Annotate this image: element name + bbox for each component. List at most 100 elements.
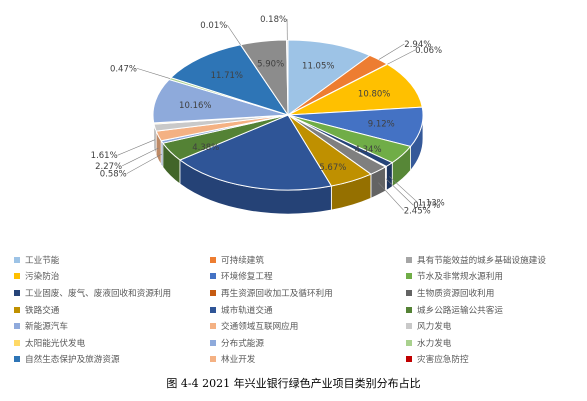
legend-swatch [406,339,412,346]
legend-item: 灾害应急防控 [406,352,580,368]
legend-item: 自然生态保护及旅游资源 [14,352,210,368]
legend-swatch [210,356,216,363]
legend-label: 工业固废、废气、废液回收和资源利用 [25,288,172,299]
pie-top [152,39,424,191]
legend-label: 节水及非常规水源利用 [417,272,503,283]
legend-label: 风力发电 [417,322,452,333]
legend-item: 再生资源回收加工及循环利用 [210,285,406,301]
legend-label: 灾害应急防控 [417,355,469,366]
legend-label: 交通领域互联网应用 [221,322,299,333]
legend-label: 太阳能光伏发电 [25,338,86,349]
data-label: 1.13% [418,198,445,208]
legend-item: 生物质资源回收利用 [406,285,580,301]
legend-swatch [210,256,216,263]
data-label: 4.34% [355,145,382,155]
pie-slice [287,63,423,116]
legend-label: 新能源汽车 [25,322,68,333]
leader-line [389,176,418,203]
data-label: 0.58% [100,170,127,180]
pie-slice-side [385,161,393,192]
legend-swatch [14,356,20,363]
legend-item: 新能源汽车 [14,318,210,334]
figure-caption: 图 4-4 2021 年兴业银行绿色产业项目类别分布占比 [166,377,421,390]
legend-item: 具有节能效益的城乡基础设施建设 [406,252,580,268]
data-label: 0.06% [415,46,442,56]
leader-line [117,139,156,156]
data-label: 0.17% [413,201,440,211]
legend-swatch [14,273,20,280]
legend-item: 风力发电 [406,318,580,334]
legend-swatch [210,306,216,313]
legend-swatch [406,273,412,280]
legend-label: 具有节能效益的城乡基础设施建设 [417,255,546,266]
legend-swatch [406,289,412,296]
data-label: 10.16% [179,101,211,111]
pie-slice [169,44,290,116]
legend-label: 自然生态保护及旅游资源 [25,355,120,366]
legend-swatch [406,356,412,363]
pie-slice [152,78,289,124]
legend-swatch [210,339,216,346]
legend-swatch [406,306,412,313]
legend-swatch [14,289,20,296]
legend-swatch [14,256,20,263]
data-label: 2.27% [95,162,122,172]
legend-item: 铁路交通 [14,302,210,318]
legend-item: 节水及非常规水源利用 [406,269,580,285]
data-label: 9.12% [368,120,395,130]
data-label: 0.18% [260,15,287,25]
legend-swatch [14,339,20,346]
legend-label: 铁路交通 [25,305,60,316]
data-label: 11.71% [211,71,243,81]
pie-slice [287,39,371,116]
data-label: 0.47% [110,64,137,74]
legend-item: 分布式能源 [210,335,406,351]
pie-slice [178,114,333,191]
legend-item: 城市轨道交通 [210,302,406,318]
legend-label: 污染防治 [25,272,60,283]
legend-label: 工业节能 [25,255,60,266]
pie-labels: 11.05%2.94%0.06%10.80%9.12%4.34%1.13%0.1… [91,15,445,216]
data-label: 2.45% [404,206,431,216]
data-label: 4.38% [192,143,219,153]
leader-line [136,68,171,79]
legend-swatch [210,323,216,330]
legend-label: 林业开发 [221,355,256,366]
legend-item: 交通领域互联网应用 [210,318,406,334]
legend-label: 再生资源回收加工及循环利用 [221,288,333,299]
legend-label: 城乡公路运输公共客运 [417,305,503,316]
legend-swatch [210,273,216,280]
legend-item: 工业节能 [14,252,210,268]
legend-label: 城市轨道交通 [221,305,273,316]
leader-line [121,147,159,167]
legend-swatch [14,306,20,313]
legend-item: 可持续建筑 [210,252,406,268]
legend-item: 林业开发 [210,352,406,368]
data-label: 5.67% [319,163,346,173]
legend-item: 工业固废、废气、废液回收和资源利用 [14,285,210,301]
legend-item: 城乡公路运输公共客运 [406,302,580,318]
pie-chart: 11.05% 2.94% 0.06% 10.80% 9.12% 4.34% 1.13% 0.1… [91,15,445,216]
data-label: 10.80% [358,89,390,99]
data-label: 0.01% [200,21,227,31]
leader-line [378,182,404,211]
leader-line [385,178,414,206]
legend-item: 太阳能光伏发电 [14,335,210,351]
legend-swatch [14,323,20,330]
leader-line [378,43,405,60]
legend-swatch [406,323,412,330]
pie-chart-svg: 11.05%2.94%0.06%10.80%9.12%4.34%1.13%0.1… [91,15,445,216]
legend-item: 环境修复工程 [210,269,406,285]
legend-label: 环境修复工程 [221,272,273,283]
legend-swatch [406,256,412,263]
legend-item: 水力发电 [406,335,580,351]
legend-label: 分布式能源 [221,338,264,349]
data-label: 5.90% [257,59,284,69]
data-label: 2.94% [404,40,431,50]
legend-item: 污染防治 [14,269,210,285]
leader-line [387,49,416,65]
data-label: 11.05% [302,61,334,71]
leader-line [126,153,163,174]
legend-swatch [210,289,216,296]
legend-label: 生物质资源回收利用 [417,288,495,299]
